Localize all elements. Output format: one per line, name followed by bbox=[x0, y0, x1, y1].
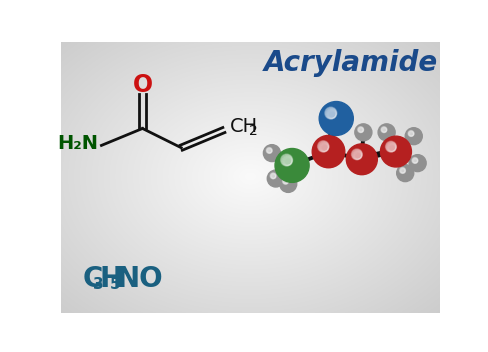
Circle shape bbox=[283, 157, 291, 165]
Circle shape bbox=[328, 111, 335, 118]
Text: O: O bbox=[132, 73, 152, 96]
Circle shape bbox=[266, 149, 271, 153]
Circle shape bbox=[411, 157, 417, 163]
Circle shape bbox=[412, 158, 417, 163]
Circle shape bbox=[270, 173, 275, 179]
Circle shape bbox=[320, 143, 327, 151]
Circle shape bbox=[327, 110, 335, 118]
Circle shape bbox=[266, 148, 271, 153]
Circle shape bbox=[325, 108, 336, 119]
Circle shape bbox=[352, 151, 361, 159]
Circle shape bbox=[267, 170, 284, 187]
Circle shape bbox=[284, 180, 287, 184]
Circle shape bbox=[284, 158, 291, 165]
Circle shape bbox=[267, 149, 271, 153]
Circle shape bbox=[357, 127, 363, 133]
Circle shape bbox=[283, 179, 287, 184]
Circle shape bbox=[386, 143, 395, 152]
Text: NO: NO bbox=[117, 265, 163, 294]
Circle shape bbox=[382, 128, 386, 132]
Circle shape bbox=[385, 141, 396, 152]
Circle shape bbox=[413, 159, 417, 163]
Circle shape bbox=[400, 169, 404, 173]
Circle shape bbox=[279, 175, 296, 193]
Circle shape bbox=[407, 131, 413, 137]
Text: Acrylamide: Acrylamide bbox=[264, 49, 437, 77]
Text: H₂N: H₂N bbox=[57, 134, 98, 153]
Circle shape bbox=[408, 131, 413, 136]
Text: 5: 5 bbox=[110, 277, 121, 291]
Circle shape bbox=[405, 128, 422, 145]
Circle shape bbox=[283, 179, 288, 184]
Circle shape bbox=[263, 145, 280, 162]
Circle shape bbox=[354, 124, 371, 141]
Circle shape bbox=[382, 128, 386, 132]
Circle shape bbox=[401, 169, 404, 173]
Circle shape bbox=[399, 168, 405, 174]
Circle shape bbox=[351, 149, 362, 160]
Circle shape bbox=[319, 143, 328, 152]
Circle shape bbox=[282, 178, 288, 184]
Circle shape bbox=[269, 173, 276, 179]
Circle shape bbox=[318, 142, 328, 152]
Circle shape bbox=[319, 101, 352, 136]
Circle shape bbox=[381, 127, 386, 132]
Circle shape bbox=[324, 107, 336, 119]
Circle shape bbox=[396, 165, 413, 182]
Circle shape bbox=[407, 131, 413, 136]
Circle shape bbox=[380, 127, 386, 133]
Circle shape bbox=[359, 128, 363, 132]
Circle shape bbox=[388, 145, 395, 151]
Circle shape bbox=[380, 136, 410, 167]
Circle shape bbox=[311, 136, 344, 168]
Text: CH: CH bbox=[230, 118, 258, 137]
Circle shape bbox=[408, 132, 413, 136]
Circle shape bbox=[408, 155, 425, 172]
Text: 3: 3 bbox=[93, 277, 103, 291]
Circle shape bbox=[386, 142, 395, 152]
Circle shape bbox=[267, 149, 271, 153]
Circle shape bbox=[412, 159, 417, 163]
Circle shape bbox=[400, 168, 405, 173]
Circle shape bbox=[353, 151, 361, 159]
Circle shape bbox=[357, 127, 363, 132]
Circle shape bbox=[274, 149, 308, 182]
Text: 2: 2 bbox=[249, 124, 258, 138]
Circle shape bbox=[280, 154, 292, 166]
Text: C: C bbox=[82, 265, 103, 294]
Circle shape bbox=[284, 180, 287, 184]
Circle shape bbox=[409, 132, 413, 136]
Text: H: H bbox=[100, 265, 123, 294]
Circle shape bbox=[399, 168, 405, 173]
Circle shape bbox=[281, 155, 292, 166]
Circle shape bbox=[358, 128, 363, 132]
Circle shape bbox=[346, 144, 377, 175]
Circle shape bbox=[271, 174, 275, 178]
Circle shape bbox=[411, 158, 417, 163]
Circle shape bbox=[326, 109, 336, 119]
Circle shape bbox=[270, 174, 275, 178]
Circle shape bbox=[317, 141, 328, 152]
Circle shape bbox=[265, 147, 272, 153]
Circle shape bbox=[271, 175, 275, 178]
Circle shape bbox=[387, 144, 395, 151]
Circle shape bbox=[358, 127, 363, 132]
Circle shape bbox=[282, 156, 291, 165]
Circle shape bbox=[354, 152, 361, 159]
Circle shape bbox=[351, 150, 361, 159]
Circle shape bbox=[377, 124, 394, 141]
Circle shape bbox=[321, 144, 327, 151]
Circle shape bbox=[381, 127, 386, 132]
